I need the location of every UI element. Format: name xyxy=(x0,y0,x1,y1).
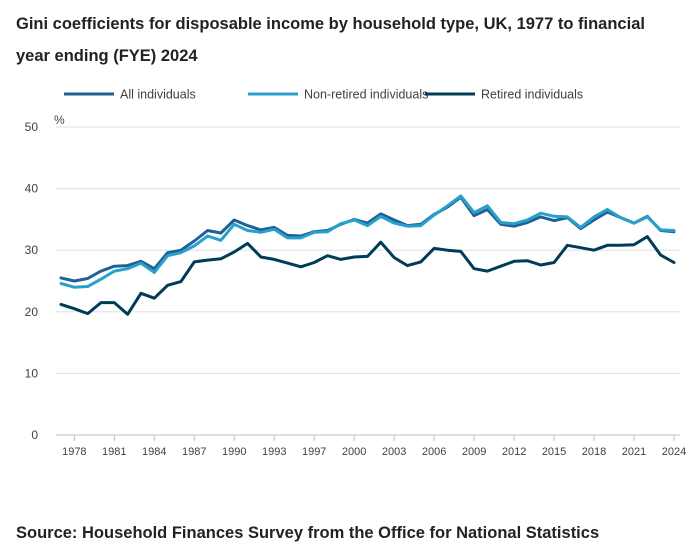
x-tick-label: 1981 xyxy=(102,446,126,458)
legend: All individuals Non-retired individuals Re… xyxy=(64,88,583,102)
x-tick-label: 1990 xyxy=(222,446,246,458)
x-tick-label: 2003 xyxy=(382,446,406,458)
x-tick-label: 1984 xyxy=(142,446,166,458)
series-line-non-retired-individuals xyxy=(59,194,676,289)
series-line-all-individuals xyxy=(59,195,676,283)
y-tick-label: 10 xyxy=(25,366,39,380)
x-tick-label: 2012 xyxy=(502,446,526,458)
x-tick-label: 2024 xyxy=(662,446,686,458)
series-line-retired-individuals xyxy=(59,235,676,316)
x-tick-label: 2009 xyxy=(462,446,486,458)
x-axis: 1978 1981 1984 1987 1990 1993 1997 2000 2003 2006… xyxy=(56,434,686,458)
gridlines xyxy=(56,126,680,374)
x-tick-label: 2015 xyxy=(542,446,566,458)
x-tick-label: 2000 xyxy=(342,446,366,458)
x-tick-label: 2021 xyxy=(622,446,646,458)
x-tick-label: 1987 xyxy=(182,446,206,458)
x-tick-label: 1997 xyxy=(302,446,326,458)
x-tick-label: 1993 xyxy=(262,446,286,458)
x-tick-label: 2006 xyxy=(422,446,446,458)
legend-label: Retired individuals xyxy=(481,88,583,102)
y-axis: 0 10 20 30 40 50 xyxy=(25,120,39,442)
x-tick-label: 2018 xyxy=(582,446,606,458)
y-tick-label: 20 xyxy=(25,305,39,319)
y-tick-label: 50 xyxy=(25,120,39,134)
source-note: Source: Household Finances Survey from t… xyxy=(16,524,600,542)
y-tick-label: 40 xyxy=(25,182,39,196)
x-tick-label: 1978 xyxy=(62,446,86,458)
legend-label: All individuals xyxy=(120,88,196,102)
series-lines xyxy=(59,194,676,316)
chart-title: Gini coefficients for disposable income … xyxy=(16,15,645,65)
y-tick-label: 30 xyxy=(25,243,39,257)
y-axis-unit-label: % xyxy=(54,113,65,127)
legend-label: Non-retired individuals xyxy=(304,88,428,102)
y-tick-label: 0 xyxy=(31,428,38,442)
